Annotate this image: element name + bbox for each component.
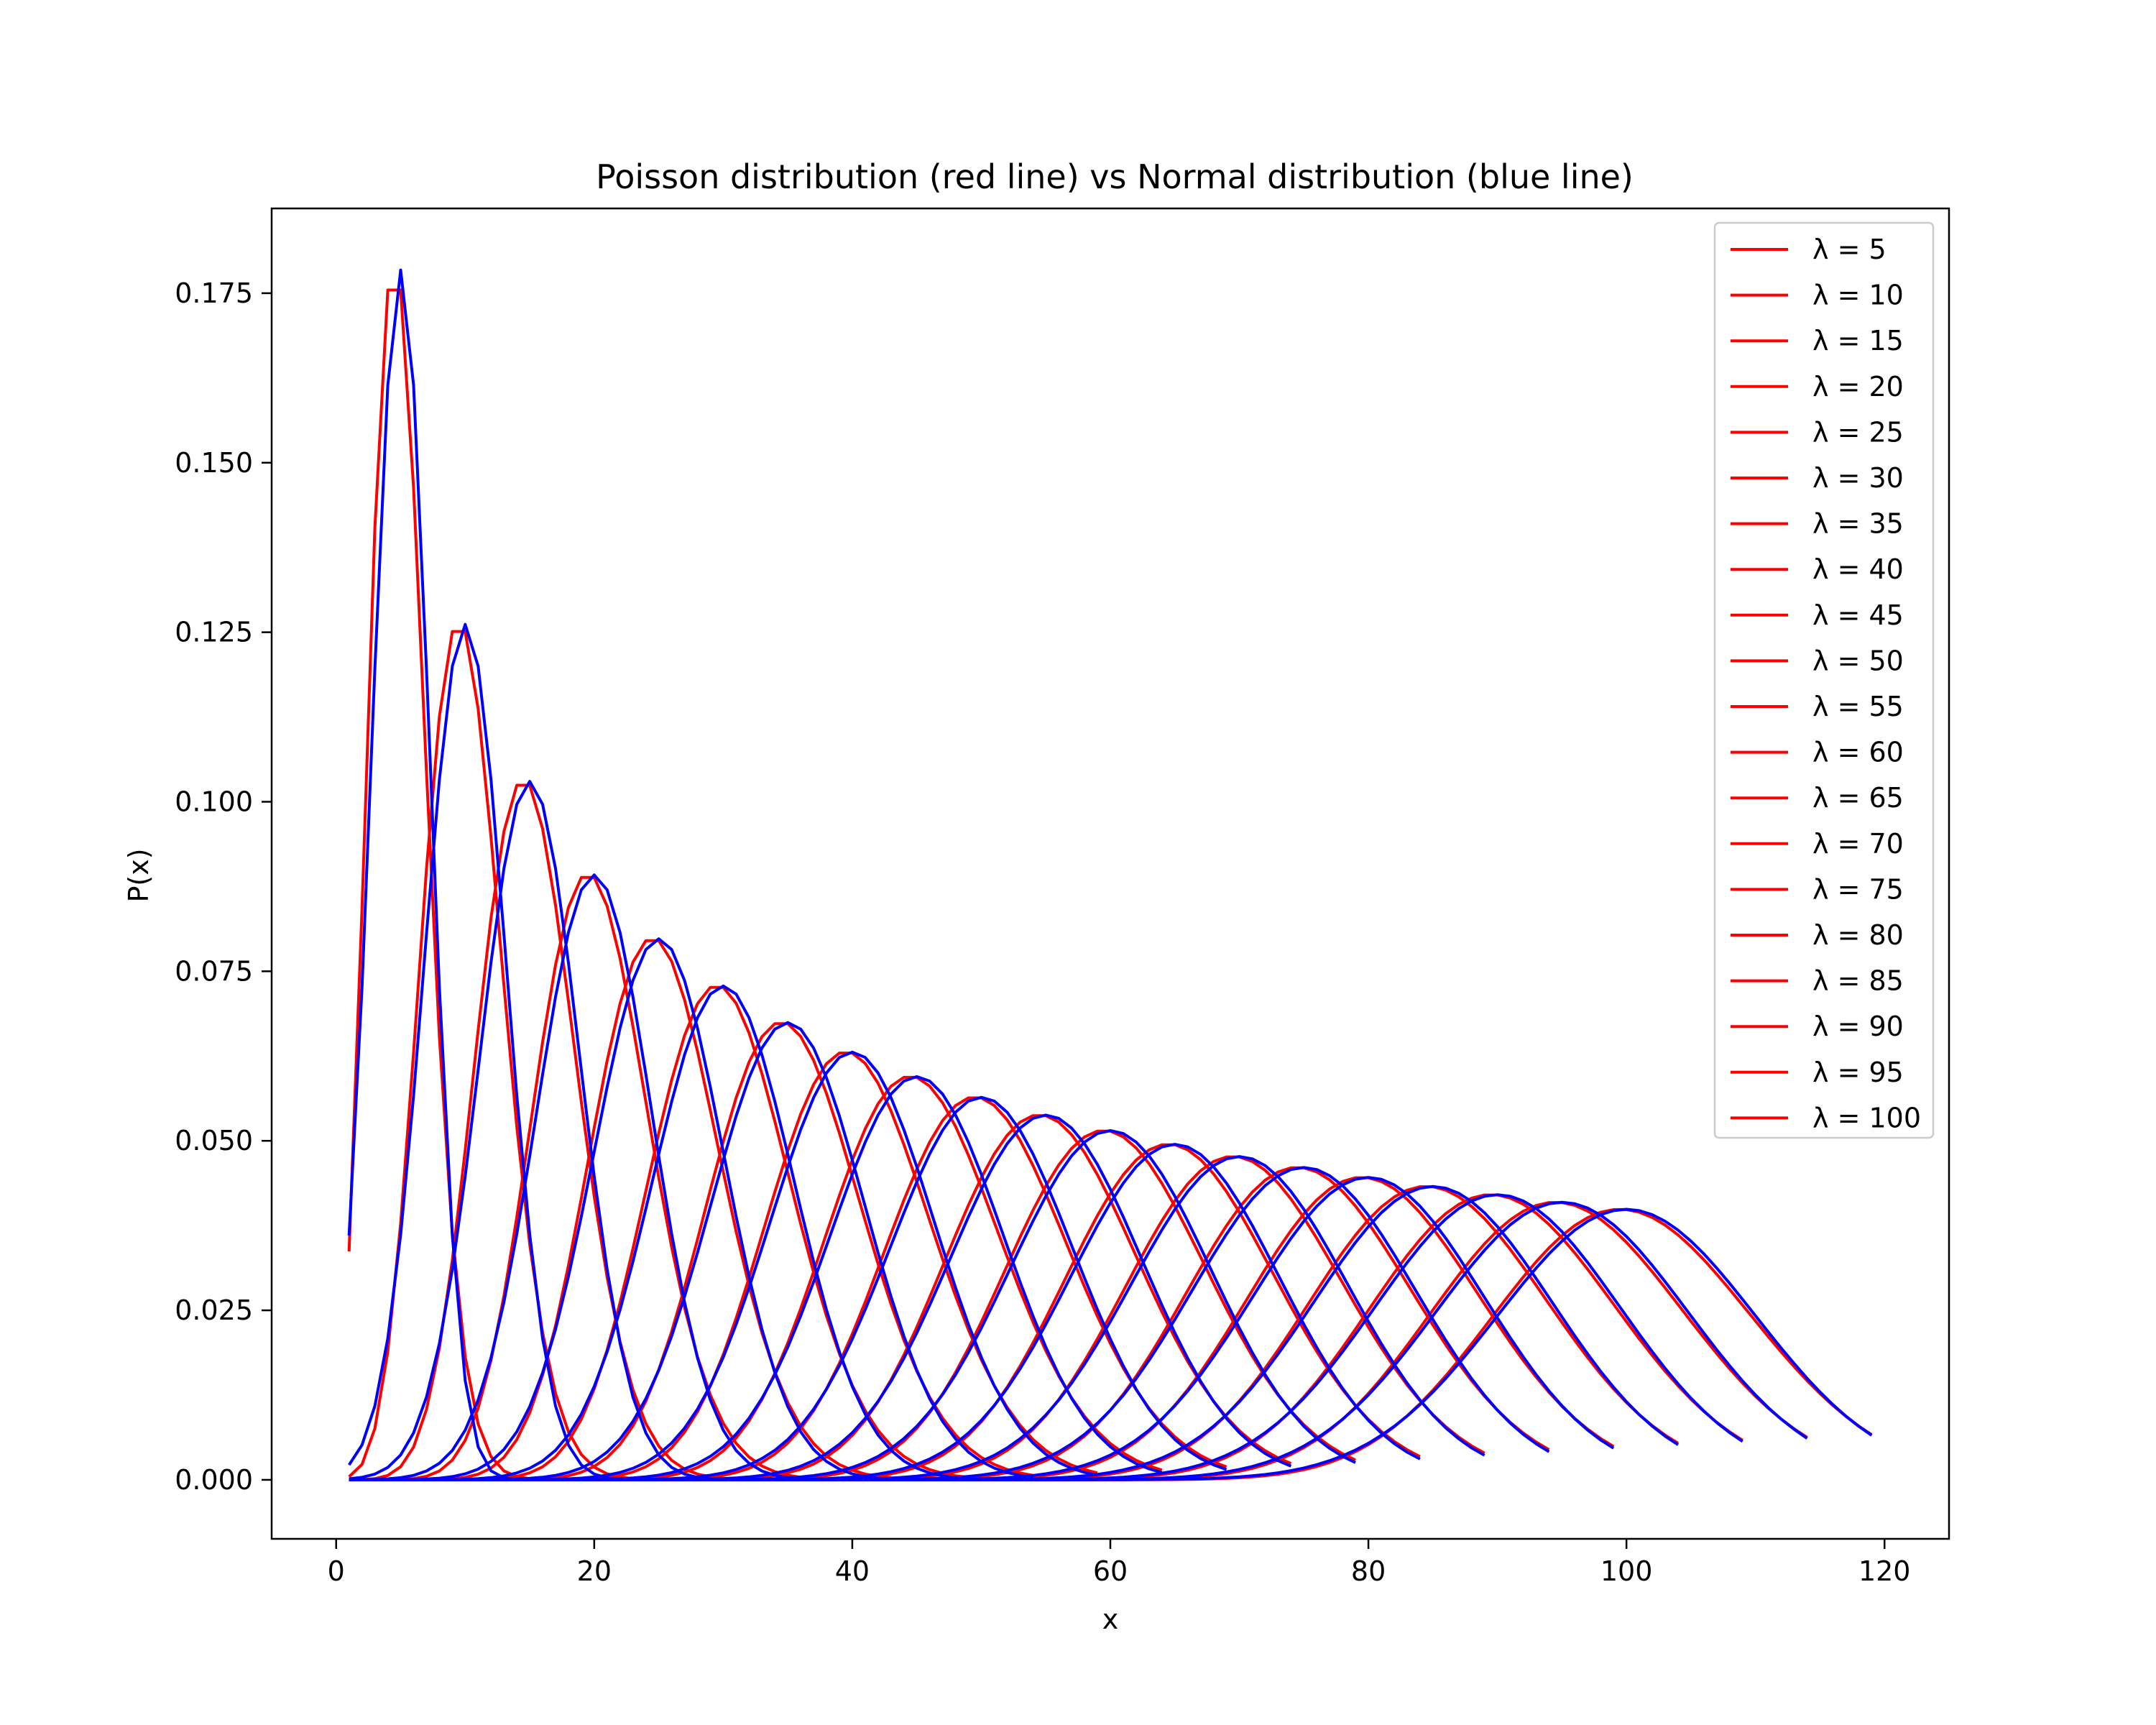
normal-line-lambda-20 [349, 873, 840, 1481]
y-tick-label: 0.175 [175, 277, 253, 309]
y-tick-label: 0.075 [175, 955, 253, 987]
normal-line-lambda-100 [349, 1208, 1873, 1481]
legend-label: λ = 70 [1812, 828, 1904, 860]
legend-label: λ = 50 [1812, 645, 1904, 676]
legend-label: λ = 10 [1812, 280, 1904, 311]
legend-label: λ = 35 [1812, 508, 1904, 540]
x-tick-label: 60 [1093, 1555, 1128, 1587]
legend-entries: λ = 5 λ = 10 λ = 15 λ = 20 λ = 25 λ = 30 λ = 3… [1731, 234, 1921, 1133]
legend-label: λ = 75 [1812, 873, 1904, 905]
chart-title: Poisson distribution (red line) vs Norma… [596, 157, 1634, 196]
legend-label: λ = 100 [1812, 1102, 1921, 1133]
y-axis-label: P(x) [123, 848, 155, 902]
legend-label: λ = 20 [1812, 371, 1904, 402]
legend-label: λ = 15 [1812, 325, 1904, 356]
y-tick-label: 0.025 [175, 1294, 253, 1326]
x-tick-label: 80 [1351, 1555, 1386, 1587]
legend-box [1713, 221, 1935, 1139]
legend-label: λ = 90 [1812, 1011, 1904, 1042]
y-tick-label: 0.050 [175, 1125, 253, 1156]
legend-label: λ = 60 [1812, 737, 1904, 768]
legend-label: λ = 45 [1812, 599, 1904, 631]
y-tick-label: 0.125 [175, 617, 253, 648]
x-tick-label: 100 [1600, 1555, 1653, 1587]
x-tick-label: 40 [835, 1555, 870, 1587]
legend-label: λ = 80 [1812, 919, 1904, 951]
y-tick-label: 0.100 [175, 786, 253, 817]
y-tick-label: 0.000 [175, 1464, 253, 1496]
y-axis-ticks: 0.000 0.025 0.050 0.075 0.100 0.125 0.150 0.175 [175, 277, 272, 1496]
legend-label: λ = 95 [1812, 1057, 1904, 1088]
plot-lines [347, 268, 1873, 1481]
legend-label: λ = 30 [1812, 462, 1904, 494]
legend: λ = 5 λ = 10 λ = 15 λ = 20 λ = 25 λ = 30 λ = 3… [1713, 221, 1935, 1139]
y-tick-label: 0.150 [175, 447, 253, 479]
legend-label: λ = 65 [1812, 782, 1904, 814]
x-axis-label: x [1102, 1604, 1119, 1635]
legend-label: λ = 85 [1812, 965, 1904, 997]
legend-label: λ = 25 [1812, 416, 1904, 448]
x-tick-label: 20 [577, 1555, 612, 1587]
x-tick-label: 120 [1858, 1555, 1911, 1587]
normal-line-lambda-25 [349, 937, 904, 1481]
x-tick-label: 0 [328, 1555, 345, 1587]
legend-label: λ = 5 [1812, 234, 1886, 265]
x-axis-ticks: 0 20 40 60 80 100 120 [328, 1539, 1911, 1587]
legend-label: λ = 40 [1812, 553, 1904, 585]
legend-label: λ = 55 [1812, 691, 1904, 722]
